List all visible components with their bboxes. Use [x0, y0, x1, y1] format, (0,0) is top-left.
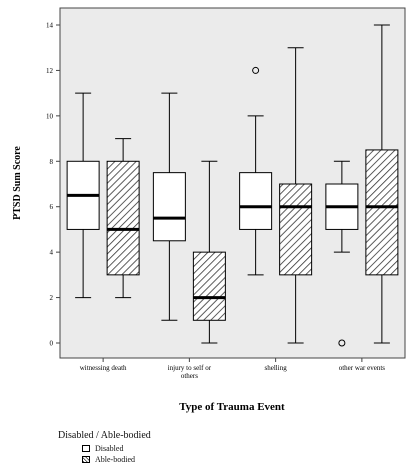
box-able-bodied	[365, 24, 399, 344]
y-axis: 0 2 4 6 8 10 12 14	[46, 22, 60, 348]
x-axis: witnessing death injury to self or others s…	[80, 358, 386, 380]
y-tick-label: 0	[50, 340, 54, 348]
boxplot-chart: 0 2 4 6 8 10 12 14 witnessing death injury to se…	[12, 7, 406, 413]
box-able-bodied	[106, 138, 140, 299]
box-able-bodied	[192, 160, 226, 344]
y-axis-label: PTSD Sum Score	[12, 146, 23, 220]
outlier-point	[252, 66, 260, 74]
outlier-point	[338, 339, 346, 347]
x-tick-label: other war events	[339, 364, 386, 372]
box-iqr	[365, 149, 399, 276]
x-tick-label-line: shelling	[265, 364, 288, 372]
legend: Disabled / Able-bodied Disabled Able-bod…	[58, 430, 151, 465]
box-iqr	[192, 251, 226, 321]
y-tick-label: 14	[46, 22, 54, 30]
legend-label-disabled: Disabled	[95, 443, 124, 453]
box-iqr	[106, 160, 140, 276]
x-tick-label: injury to self or others	[168, 364, 212, 380]
y-tick-label: 6	[50, 203, 54, 211]
box-iqr	[152, 172, 186, 242]
y-tick-label: 2	[50, 294, 54, 302]
x-tick-label-line: witnessing death	[80, 364, 127, 372]
legend-item-able-bodied: Able-bodied	[82, 454, 151, 465]
x-tick-label: shelling	[265, 364, 288, 372]
x-tick-label-line: others	[181, 372, 198, 380]
box-series	[66, 24, 399, 347]
legend-swatch-able-bodied	[82, 456, 90, 463]
y-tick-label: 4	[50, 249, 54, 257]
legend-swatch-disabled	[82, 445, 90, 452]
box-disabled	[152, 92, 186, 321]
legend-title: Disabled / Able-bodied	[58, 430, 151, 441]
legend-label-able-bodied: Able-bodied	[95, 454, 135, 464]
box-iqr	[239, 172, 273, 230]
x-tick-label-line: other war events	[339, 364, 386, 372]
x-tick-label: witnessing death	[80, 364, 127, 372]
box-iqr	[279, 183, 313, 276]
y-tick-label: 8	[50, 158, 54, 166]
legend-item-disabled: Disabled	[82, 443, 151, 454]
x-tick-label-line: injury to self or	[168, 364, 212, 372]
box-disabled	[66, 92, 100, 299]
x-axis-label: Type of Trauma Event	[179, 401, 285, 413]
y-tick-label: 10	[46, 112, 54, 120]
box-able-bodied	[279, 47, 313, 344]
y-tick-label: 12	[46, 67, 54, 75]
box-disabled	[325, 160, 359, 347]
box-disabled	[239, 66, 273, 276]
